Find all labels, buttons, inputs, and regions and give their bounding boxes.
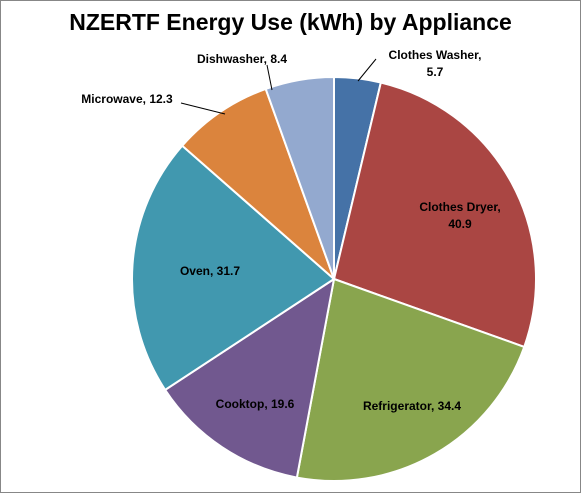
leader-line-dishwasher bbox=[266, 64, 273, 91]
leader-line-clothes-washer bbox=[357, 58, 377, 82]
data-label-cooktop: Cooktop, 19.6 bbox=[216, 397, 295, 411]
pie-slice-oven bbox=[131, 144, 336, 392]
data-label-oven: Oven, 31.7 bbox=[180, 264, 240, 278]
chart-title: NZERTF Energy Use (kWh) by Appliance bbox=[69, 9, 512, 35]
data-label-clothes-washer: Clothes Washer, 5.7 bbox=[389, 48, 482, 79]
leader-line-microwave bbox=[180, 102, 226, 115]
pie-slice-clothes-dryer bbox=[332, 81, 537, 349]
data-label-microwave: Microwave, 12.3 bbox=[81, 92, 173, 106]
pie-slice-refrigerator bbox=[295, 277, 526, 482]
pie-slice-microwave bbox=[180, 87, 335, 280]
data-label-refrigerator: Refrigerator, 34.4 bbox=[363, 399, 461, 413]
pie-slice-cooktop bbox=[163, 276, 336, 479]
data-label-clothes-dryer: Clothes Dryer, 40.9 bbox=[419, 200, 500, 231]
pie-slice-dishwasher bbox=[264, 75, 335, 280]
data-label-dishwasher: Dishwasher, 8.4 bbox=[197, 52, 287, 66]
